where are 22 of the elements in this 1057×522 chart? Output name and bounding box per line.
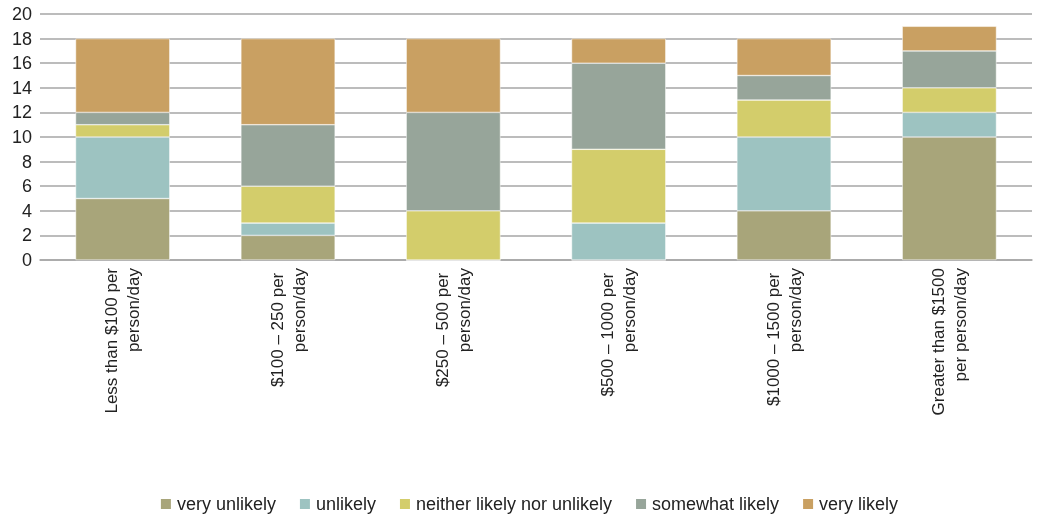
y-tick-label: 8 [21,151,32,172]
x-tick-label: Less than $100 per person/day [102,267,144,414]
x-tick-label: $1000 – 1500 per person/day [763,267,805,407]
legend-label: very unlikely [176,494,276,514]
x-tick-label: $500 – 1000 per person/day [598,267,640,397]
y-tick-label: 18 [11,28,32,49]
y-tick-label: 6 [21,176,32,197]
legend-label: somewhat likely [652,494,780,514]
y-tick-label: 14 [11,77,32,98]
y-tick-label: 4 [21,200,32,221]
legend-label: unlikely [315,494,376,514]
y-tick-label: 16 [11,53,32,74]
y-tick-label: 10 [11,127,32,147]
y-tick-label: 12 [11,102,32,123]
y-tick-label: 0 [21,250,32,270]
y-tick-label: 20 [11,4,32,24]
legend-label: neither likely nor unlikely [415,494,613,514]
x-tick-label: Greater than $1500 per person/day [928,267,970,416]
x-tick-label: $250 – 500 per person/day [432,267,474,388]
y-tick-label: 2 [21,225,32,246]
legend-label: very likely [819,494,899,514]
x-tick-label: $100 – 250 per person/day [267,267,309,388]
